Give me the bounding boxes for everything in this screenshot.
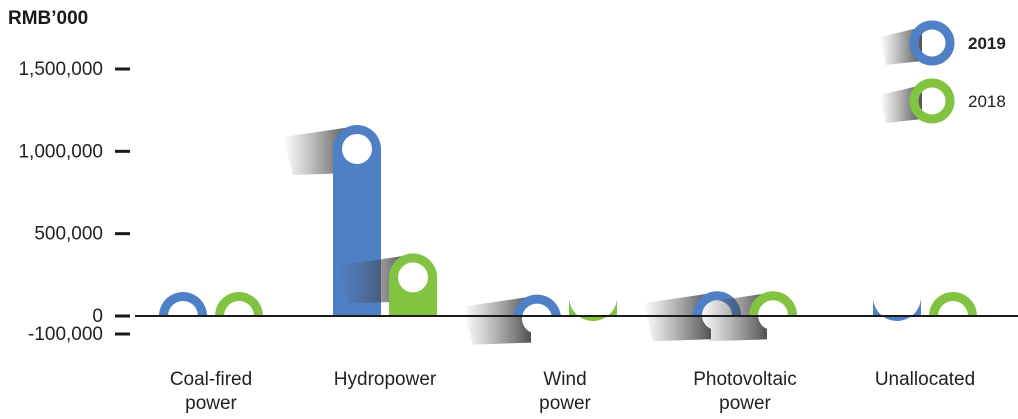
bar-shadow — [643, 293, 711, 342]
x-tick-label: Wind power — [539, 369, 591, 414]
bar-2019 — [159, 292, 207, 316]
bars — [159, 124, 977, 345]
bar-2019 — [463, 294, 561, 345]
legend-label: 2018 — [968, 92, 1006, 111]
legend-item-2018: 2018 — [880, 78, 1006, 124]
bar-cap-hole — [938, 301, 968, 316]
legend-item-2019: 2019 — [880, 20, 1006, 66]
y-tick-label: 1,500,000 — [18, 59, 103, 80]
legend-ring-icon — [909, 20, 955, 66]
y-tick-label: 500,000 — [34, 224, 103, 245]
y-tick-label: -100,000 — [28, 324, 103, 345]
bar-cap-hole — [342, 133, 372, 164]
bar-2018 — [699, 291, 797, 342]
bar-cap-hole — [578, 281, 608, 312]
x-tick-label: Unallocated — [875, 369, 975, 390]
x-tick-label: Coal-fired power — [170, 369, 252, 414]
bar-cap-hole — [398, 262, 428, 293]
y-axis-title: RMB’000 — [8, 8, 88, 29]
bar-shadow — [699, 293, 767, 342]
bar-cap-hole — [522, 303, 552, 334]
bar-cap-hole — [224, 301, 254, 316]
x-tick-label: Hydropower — [334, 369, 437, 390]
legend-label: 2019 — [968, 34, 1006, 53]
bar-shadow — [463, 296, 531, 345]
legend-ring-icon — [909, 78, 955, 124]
bar-2018 — [339, 253, 437, 316]
bar-2018 — [929, 292, 977, 316]
x-tick-label: Photovoltaic power — [693, 369, 797, 414]
bar-cap-hole — [882, 281, 912, 312]
y-tick-label: 0 — [92, 306, 103, 327]
bar-cap-hole — [168, 301, 198, 316]
y-tick-label: 1,000,000 — [18, 141, 103, 162]
x-axis: Coal-fired power Hydropower Wind power Photov… — [170, 369, 975, 414]
bar-2018 — [215, 292, 263, 316]
legend: 2019 2018 — [880, 20, 1006, 124]
y-axis: 1,500,000 1,000,000 500,000 0-100,000 — [18, 59, 130, 345]
